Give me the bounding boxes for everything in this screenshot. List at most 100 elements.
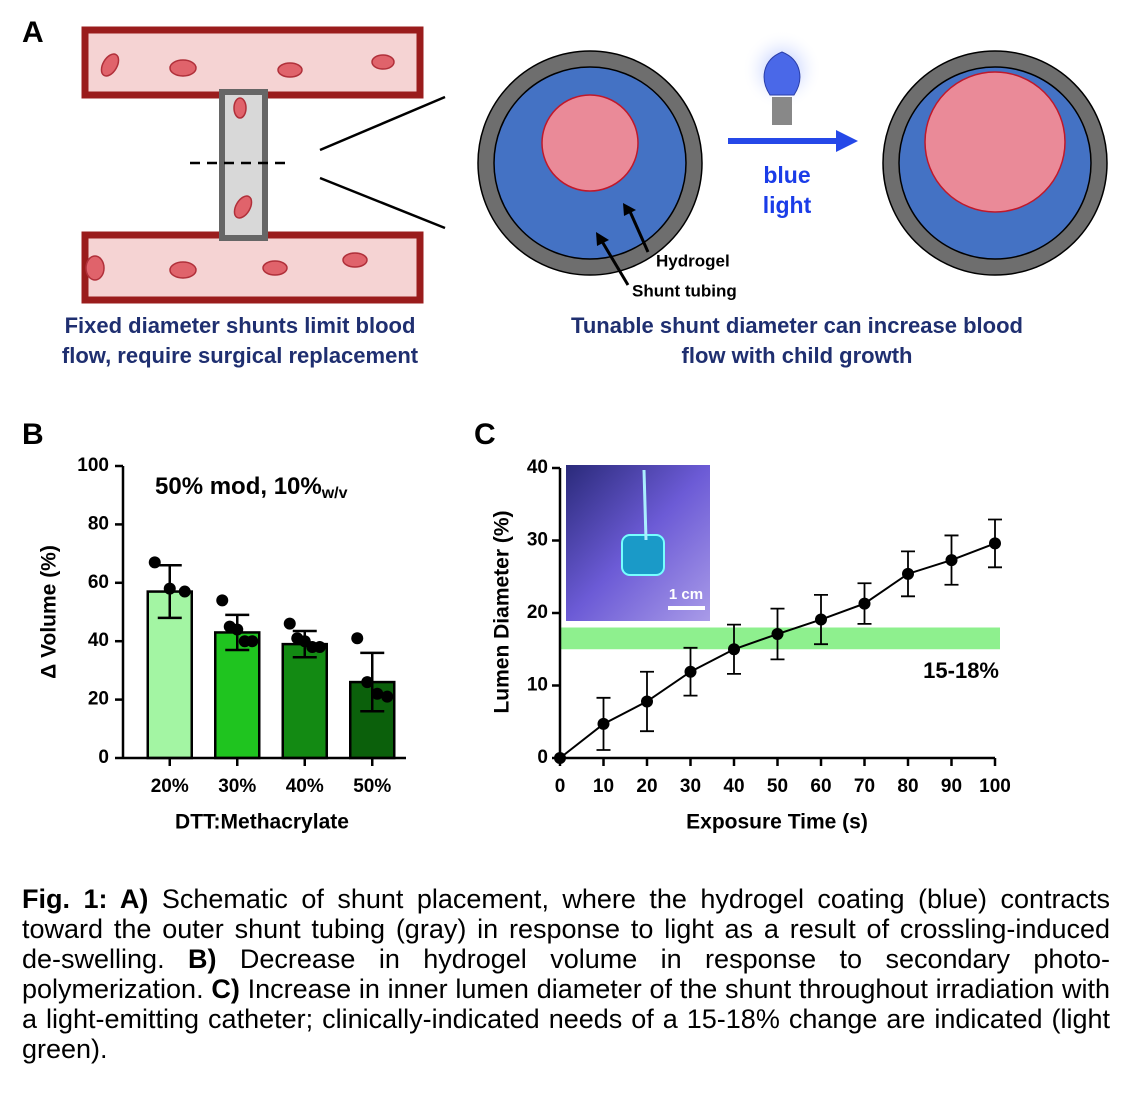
pointer-head	[596, 232, 609, 246]
schematic-caption: flow, require surgical replacement	[62, 343, 419, 368]
y-tick-label: 30	[527, 530, 548, 551]
lumen	[924, 71, 1066, 213]
data-point	[902, 567, 914, 580]
y-tick-label: 0	[98, 747, 109, 768]
rbc	[100, 53, 120, 77]
data-point	[945, 554, 958, 567]
caption-segment: Increase in inner lumen diameter of the …	[22, 974, 1110, 1064]
y-tick-label: 40	[527, 457, 548, 478]
panel-label: A	[22, 16, 44, 49]
y-tick-label: 20	[88, 689, 109, 710]
bar	[214, 631, 261, 760]
vessel	[81, 26, 424, 99]
caption-segment: Fig. 1: A)	[22, 884, 149, 914]
pointer-head	[623, 203, 636, 216]
title-text: 50% mod, 10%	[155, 473, 322, 500]
figure-caption: Fig. 1: A) Schematic of shunt placement,…	[22, 884, 1110, 1064]
title-subscript: w/v	[321, 485, 348, 502]
data-point	[684, 665, 697, 678]
y-tick-label: 20	[527, 602, 548, 623]
y-tick-label: 40	[88, 630, 109, 651]
caption-segment: B)	[187, 944, 217, 974]
figure: A B C blue light Hydrogel Shunt tubing F…	[22, 16, 1108, 834]
rbc	[233, 97, 247, 119]
schematic-caption: flow with child growth	[682, 343, 913, 368]
zoom-line	[319, 95, 446, 152]
data-point	[728, 643, 740, 656]
rbc	[342, 252, 368, 268]
pointer	[598, 237, 630, 286]
data-point	[371, 687, 384, 700]
bulb	[763, 51, 801, 96]
x-tick-label: 30%	[218, 776, 256, 797]
panel-label: B	[22, 418, 44, 451]
data-point	[597, 717, 610, 730]
light-label: blue	[763, 162, 810, 188]
bar	[281, 642, 328, 760]
caption-segment: Schematic of shunt placement, where the …	[22, 884, 1110, 974]
data-point	[858, 597, 871, 610]
rbc	[277, 62, 303, 78]
inset-beam	[642, 469, 648, 541]
data-point	[148, 556, 161, 569]
rbc	[85, 255, 105, 281]
data-point	[989, 537, 1001, 550]
x-tick-label: 90	[941, 776, 962, 797]
data-point	[163, 582, 176, 595]
x-tick-label: 60	[810, 776, 831, 797]
data-point	[771, 628, 784, 641]
data-point	[178, 585, 191, 598]
x-tick-label: 20%	[151, 776, 189, 797]
pointer	[626, 206, 650, 253]
lumen	[541, 94, 639, 192]
chart-title: 50% mod, 10%w/v	[155, 473, 348, 502]
rbc	[371, 54, 395, 70]
panel-label: C	[474, 418, 496, 451]
data-point	[231, 623, 244, 636]
rbc	[169, 59, 197, 77]
data-point	[361, 676, 374, 689]
arrow-head	[836, 130, 858, 152]
inset-glow	[621, 534, 665, 576]
rbc	[169, 261, 197, 279]
data-point	[283, 617, 296, 630]
x-tick-label: 20	[636, 776, 657, 797]
x-tick-label: 80	[897, 776, 918, 797]
data-point	[313, 641, 326, 654]
light-label: light	[763, 192, 812, 218]
x-tick-label: 10	[593, 776, 614, 797]
data-point	[216, 594, 229, 607]
x-tick-label: 40	[723, 776, 744, 797]
x-tick-label: 40%	[286, 776, 324, 797]
rbc	[262, 260, 288, 276]
inset-scale-label: 1 cm	[669, 586, 703, 603]
data-point	[246, 635, 259, 648]
vessels	[81, 26, 446, 304]
x-tick-label: 50%	[353, 776, 391, 797]
x-axis-label: Exposure Time (s)	[686, 811, 868, 834]
y-tick-label: 0	[537, 747, 548, 768]
bulb-base	[772, 97, 792, 125]
schematic-caption: Tunable shunt diameter can increase bloo…	[571, 313, 1023, 338]
data-point	[815, 613, 827, 626]
y-tick-label: 80	[88, 513, 109, 534]
y-axis-label: Δ Volume (%)	[38, 545, 61, 679]
x-tick-label: 50	[767, 776, 788, 797]
tubing-label: Shunt tubing	[632, 281, 737, 300]
x-tick-label: 30	[680, 776, 701, 797]
y-axis-label: Lumen Diameter (%)	[491, 510, 514, 713]
x-tick-label: 0	[555, 776, 566, 797]
y-tick-label: 10	[527, 675, 548, 696]
vessel	[81, 231, 424, 304]
y-tick-label: 60	[88, 572, 109, 593]
hydrogel-label: Hydrogel	[656, 251, 730, 270]
x-tick-label: 100	[979, 776, 1011, 797]
data-point	[381, 690, 394, 703]
rbc	[233, 195, 253, 219]
x-tick-label: 70	[854, 776, 875, 797]
caption-segment: C)	[211, 974, 240, 1004]
y-tick-label: 100	[77, 455, 109, 476]
zoom-line	[319, 176, 446, 230]
data-point	[641, 695, 653, 708]
